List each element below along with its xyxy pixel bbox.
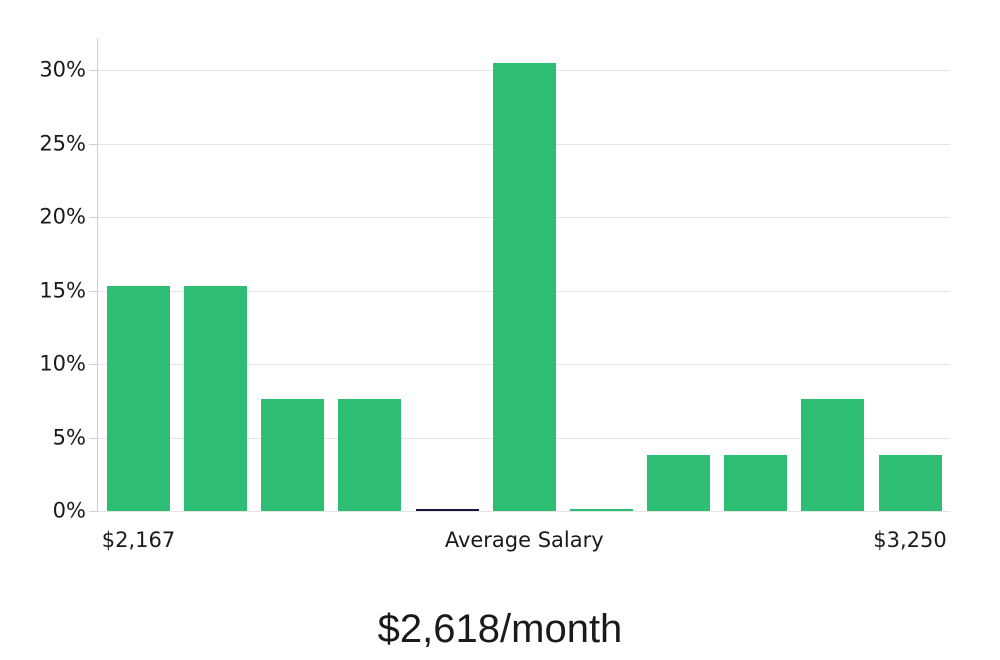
gridline-0pct xyxy=(97,511,950,512)
bar-1[interactable] xyxy=(184,286,248,511)
plot-area: 0% 5% 10% 15% 20% 25% 30% $2,167 Average Salary… xyxy=(39,38,950,552)
bar-3[interactable] xyxy=(338,399,402,511)
bar-7[interactable] xyxy=(647,455,711,511)
y-tick xyxy=(89,511,97,512)
y-axis-label: 0% xyxy=(52,498,86,523)
y-axis-label: 25% xyxy=(39,131,86,155)
x-axis-label: $3,250 xyxy=(873,528,947,552)
bar-2[interactable] xyxy=(261,399,325,511)
y-axis-line xyxy=(97,38,98,512)
bar-6[interactable] xyxy=(569,508,633,511)
bar-0[interactable] xyxy=(107,286,170,511)
x-axis-label: Average Salary xyxy=(444,528,604,552)
y-tick xyxy=(89,364,97,365)
bar-9[interactable] xyxy=(801,399,865,511)
y-tick xyxy=(89,143,97,145)
bar-10[interactable] xyxy=(878,455,942,511)
y-axis-label: 20% xyxy=(39,204,86,229)
y-tick xyxy=(89,217,97,218)
y-axis-label: 10% xyxy=(39,351,86,376)
bar-8[interactable] xyxy=(724,455,788,511)
y-axis-label: 30% xyxy=(39,57,86,82)
x-axis-label: $2,167 xyxy=(101,528,176,552)
y-tick xyxy=(89,70,97,71)
y-axis-label: 5% xyxy=(52,425,86,449)
bar-5[interactable] xyxy=(492,62,556,511)
y-axis-label: 15% xyxy=(39,278,86,302)
chart-title: $2,618/month xyxy=(377,607,623,651)
y-tick xyxy=(89,437,97,439)
bar-4[interactable] xyxy=(415,508,479,511)
y-tick xyxy=(89,290,97,292)
